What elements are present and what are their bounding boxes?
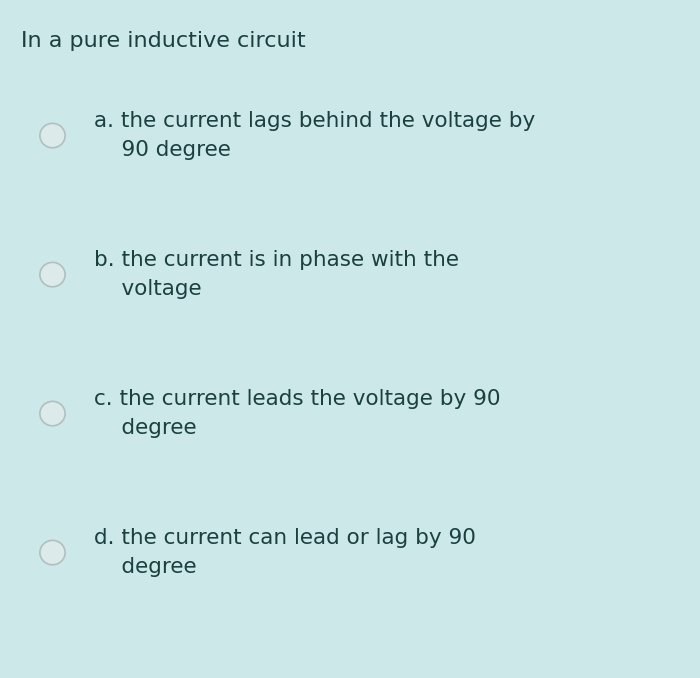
Text: a. the current lags behind the voltage by
    90 degree: a. the current lags behind the voltage b… <box>94 111 536 161</box>
Text: b. the current is in phase with the
    voltage: b. the current is in phase with the volt… <box>94 250 459 300</box>
Text: In a pure inductive circuit: In a pure inductive circuit <box>21 31 306 50</box>
Circle shape <box>40 401 65 426</box>
Circle shape <box>40 262 65 287</box>
Text: c. the current leads the voltage by 90
    degree: c. the current leads the voltage by 90 d… <box>94 388 501 439</box>
Circle shape <box>40 540 65 565</box>
Text: d. the current can lead or lag by 90
    degree: d. the current can lead or lag by 90 deg… <box>94 527 477 578</box>
Circle shape <box>40 123 65 148</box>
